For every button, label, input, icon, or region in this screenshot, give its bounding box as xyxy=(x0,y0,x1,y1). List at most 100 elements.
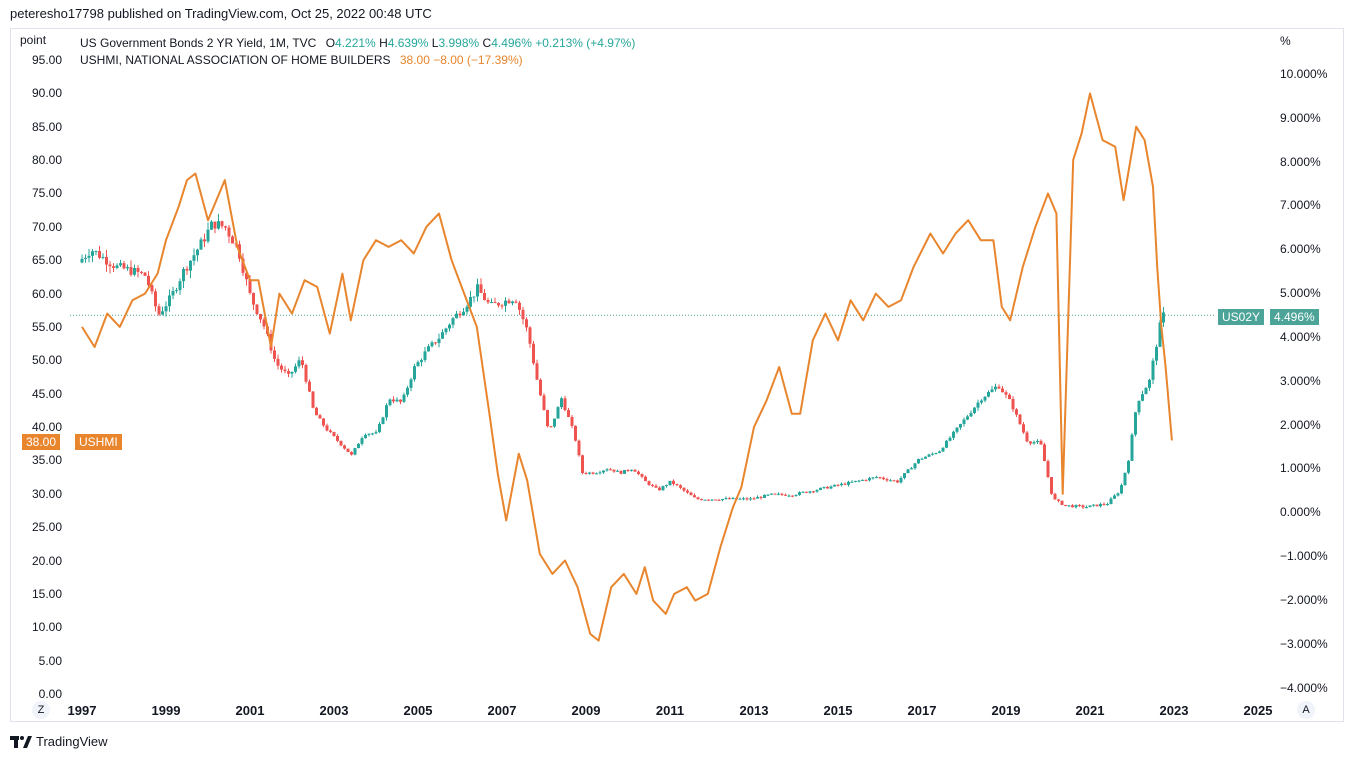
candle-body xyxy=(343,445,346,449)
candle-body xyxy=(959,423,962,428)
candle-body xyxy=(815,489,819,492)
candle-body xyxy=(507,300,511,304)
x-axis-tick: 2009 xyxy=(571,703,601,718)
candle-body xyxy=(731,497,735,500)
candle-body xyxy=(140,271,143,273)
candle-body xyxy=(532,343,535,364)
candle-body xyxy=(1050,477,1053,494)
candle-body xyxy=(1123,472,1127,486)
candle-body xyxy=(448,324,451,329)
legend-us02y[interactable]: US Government Bonds 2 YR Yield, 1M, TVC … xyxy=(80,36,635,50)
candle-body xyxy=(101,256,105,258)
candle-body xyxy=(220,221,224,227)
candle-body xyxy=(315,407,318,416)
candle-body xyxy=(948,437,952,441)
candle-body xyxy=(147,275,150,286)
candle-body xyxy=(955,427,959,432)
candle-body xyxy=(94,251,98,253)
candle-body xyxy=(780,493,784,495)
candle-body xyxy=(864,479,868,481)
candle-body xyxy=(805,491,808,493)
candle-body xyxy=(423,351,427,361)
candle-body xyxy=(1158,322,1162,347)
candle-body xyxy=(952,431,955,438)
candle-body xyxy=(675,483,679,486)
candle-body xyxy=(679,485,682,488)
candle-body xyxy=(336,435,339,441)
candle-body xyxy=(637,471,640,475)
candle-body xyxy=(385,405,388,418)
left-axis-tick: 50.00 xyxy=(31,353,62,368)
left-axis-tick: 40.00 xyxy=(31,420,62,435)
publish-header: peteresho17798 published on TradingView.… xyxy=(10,6,432,21)
candle-body xyxy=(1109,498,1113,505)
candle-body xyxy=(413,366,416,380)
right-axis-tick: −4.000% xyxy=(1280,680,1328,695)
candle-body xyxy=(973,407,976,414)
x-axis-tick: 2015 xyxy=(823,703,853,718)
candle-body xyxy=(878,477,882,479)
candle-body xyxy=(283,369,287,372)
candle-body xyxy=(252,292,255,305)
candle-body xyxy=(227,227,231,237)
candle-body xyxy=(126,267,129,269)
x-axis-tick: 2007 xyxy=(487,703,517,718)
candle-body xyxy=(668,480,672,486)
candle-body xyxy=(290,371,294,374)
candle-body xyxy=(451,318,455,325)
candle-body xyxy=(745,498,749,500)
candle-body xyxy=(185,268,189,271)
candle-body xyxy=(591,472,595,474)
candle-body xyxy=(224,226,227,228)
candle-body xyxy=(528,327,532,344)
candle-body xyxy=(525,319,528,328)
legend-low-value: 3.998% xyxy=(438,36,480,50)
candle-body xyxy=(920,458,924,460)
right-axis-tick: −3.000% xyxy=(1280,636,1328,651)
candle-body xyxy=(294,366,297,372)
candle-body xyxy=(577,440,581,456)
legend-ushmi-change: −8.00 (−17.39%) xyxy=(433,53,523,67)
z-scale-button[interactable]: Z xyxy=(32,701,50,719)
left-axis-tick: 30.00 xyxy=(31,486,62,501)
candle-body xyxy=(871,477,875,479)
candle-body xyxy=(626,470,630,472)
candle-body xyxy=(371,433,374,435)
candle-body xyxy=(1064,504,1067,506)
left-axis-tick: 0.00 xyxy=(38,687,62,701)
candle-body xyxy=(192,255,196,261)
candle-body xyxy=(556,407,560,419)
candle-body xyxy=(997,386,1001,389)
candle-body xyxy=(1088,505,1092,508)
candle-body xyxy=(504,300,507,306)
candle-body xyxy=(759,497,763,499)
legend-ushmi[interactable]: USHMI, NATIONAL ASSOCIATION OF HOME BUIL… xyxy=(80,53,523,67)
auto-scale-button[interactable]: A xyxy=(1297,701,1315,719)
legend-ushmi-title: USHMI, NATIONAL ASSOCIATION OF HOME BUIL… xyxy=(80,53,391,67)
candle-body xyxy=(1074,505,1078,508)
candle-body xyxy=(1085,507,1088,509)
left-axis-tick: 35.00 xyxy=(31,453,62,468)
candle-body xyxy=(549,426,553,428)
candle-body xyxy=(640,474,644,477)
candle-body xyxy=(416,362,420,367)
candle-body xyxy=(1155,346,1158,361)
candle-body xyxy=(903,473,906,478)
candle-body xyxy=(934,453,938,455)
candle-body xyxy=(164,306,168,312)
candle-body xyxy=(441,332,444,339)
candle-body xyxy=(777,493,780,495)
candle-body xyxy=(325,425,329,431)
left-axis-tick: 5.00 xyxy=(38,653,62,668)
candle-body xyxy=(171,290,175,296)
candle-body xyxy=(518,302,521,310)
candle-body xyxy=(420,360,423,363)
candle-body xyxy=(598,472,602,474)
candle-body xyxy=(756,497,759,499)
candle-body xyxy=(311,391,315,408)
candle-body xyxy=(374,432,378,434)
candle-body xyxy=(1046,461,1050,478)
candle-body xyxy=(115,265,119,268)
candle-body xyxy=(301,360,304,366)
